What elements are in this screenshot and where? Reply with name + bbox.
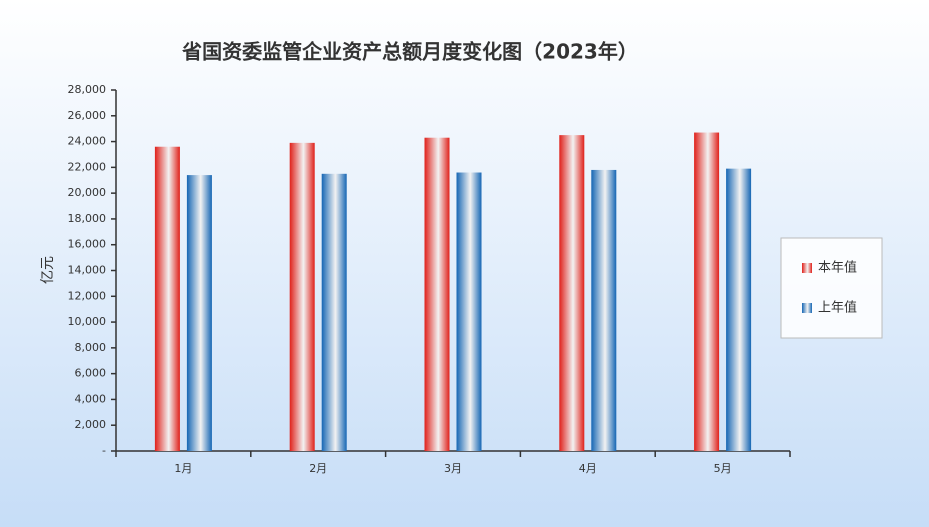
y-tick-label: 4,000 (75, 392, 107, 405)
bar (694, 132, 720, 451)
x-tick-label: 5月 (714, 462, 732, 475)
bar (186, 175, 212, 452)
y-axis-label: 亿元 (40, 256, 56, 284)
chart-title: 省国资委监管企业资产总额月度变化图（2023年） (181, 40, 638, 64)
bar (154, 146, 180, 451)
bar (321, 173, 347, 451)
x-tick-label: 3月 (444, 462, 462, 475)
y-tick-label: 20,000 (68, 186, 107, 199)
y-tick-label: 22,000 (68, 160, 107, 173)
legend-label: 上年值 (818, 300, 857, 316)
y-tick-label: 10,000 (68, 315, 107, 328)
y-tick-label: 2,000 (75, 418, 107, 431)
y-tick-label: 12,000 (68, 289, 107, 302)
bar (289, 142, 315, 451)
legend-label: 本年值 (818, 260, 857, 276)
y-tick-label: 28,000 (68, 83, 107, 96)
y-tick-label: 8,000 (75, 341, 107, 354)
bar (456, 172, 482, 451)
bar (424, 137, 450, 452)
y-tick-label: 24,000 (68, 135, 107, 148)
y-tick-label: 18,000 (68, 212, 107, 225)
legend-swatch (802, 303, 812, 313)
y-tick-label: 14,000 (68, 264, 107, 277)
legend-box (780, 237, 883, 339)
bar (559, 135, 585, 451)
legend-swatch (802, 263, 812, 273)
x-tick-label: 4月 (579, 462, 597, 475)
bar (726, 168, 752, 451)
x-tick-label: 1月 (174, 462, 192, 475)
x-tick-label: 2月 (309, 462, 327, 475)
bar (591, 169, 617, 451)
y-tick-label: 26,000 (68, 109, 107, 122)
y-tick-label: 16,000 (68, 238, 107, 251)
y-tick-label: - (102, 444, 106, 457)
y-tick-label: 6,000 (75, 367, 107, 380)
